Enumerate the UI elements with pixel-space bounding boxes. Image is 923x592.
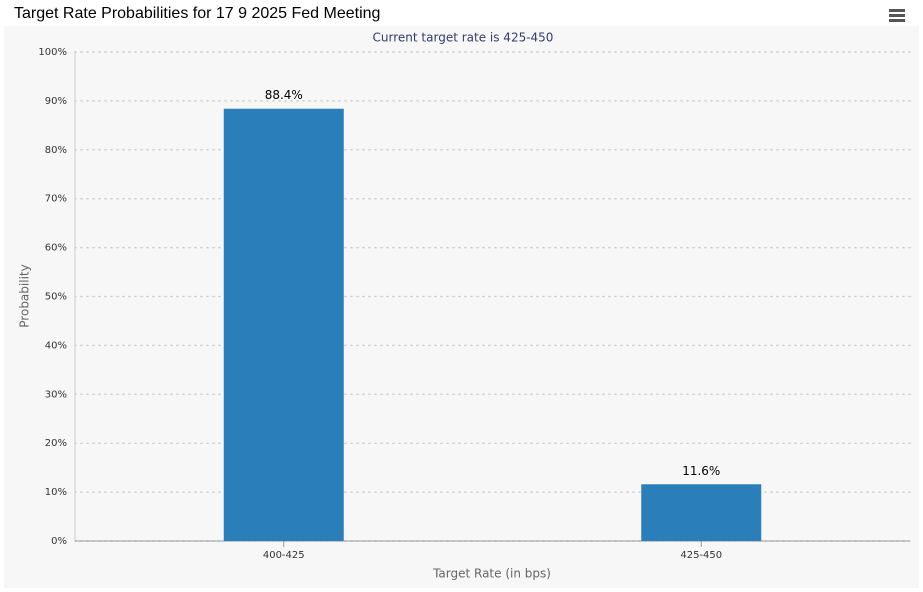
y-tick-label: 80%: [45, 145, 67, 156]
menu-bar: [889, 19, 905, 22]
y-tick-label: 60%: [45, 243, 67, 254]
y-tick-label: 40%: [45, 340, 67, 351]
y-tick-label: 50%: [45, 292, 67, 303]
menu-bar: [889, 9, 905, 12]
chart-subtitle: Current target rate is 425-450: [373, 31, 554, 45]
bar: [223, 108, 344, 541]
x-tick-label: 425-450: [680, 550, 722, 561]
y-axis-title: Probability: [18, 264, 32, 327]
y-tick-label: 0%: [51, 536, 67, 547]
menu-button[interactable]: [889, 9, 905, 22]
x-axis-title: Target Rate (in bps): [432, 567, 551, 581]
y-tick-label: 30%: [45, 389, 67, 400]
y-tick-label: 20%: [45, 438, 67, 449]
chart-title: Target Rate Probabilities for 17 9 2025 …: [14, 5, 380, 22]
y-tick-label: 70%: [45, 194, 67, 205]
menu-bar: [889, 14, 905, 17]
y-tick-label: 10%: [45, 487, 67, 498]
y-tick-label: 90%: [45, 96, 67, 107]
chart-background: [4, 26, 919, 588]
x-tick-label: 400-425: [263, 550, 305, 561]
y-tick-label: 100%: [38, 47, 67, 58]
bar: [641, 484, 762, 541]
data-label: 11.6%: [682, 464, 720, 478]
data-label: 88.4%: [265, 88, 303, 102]
